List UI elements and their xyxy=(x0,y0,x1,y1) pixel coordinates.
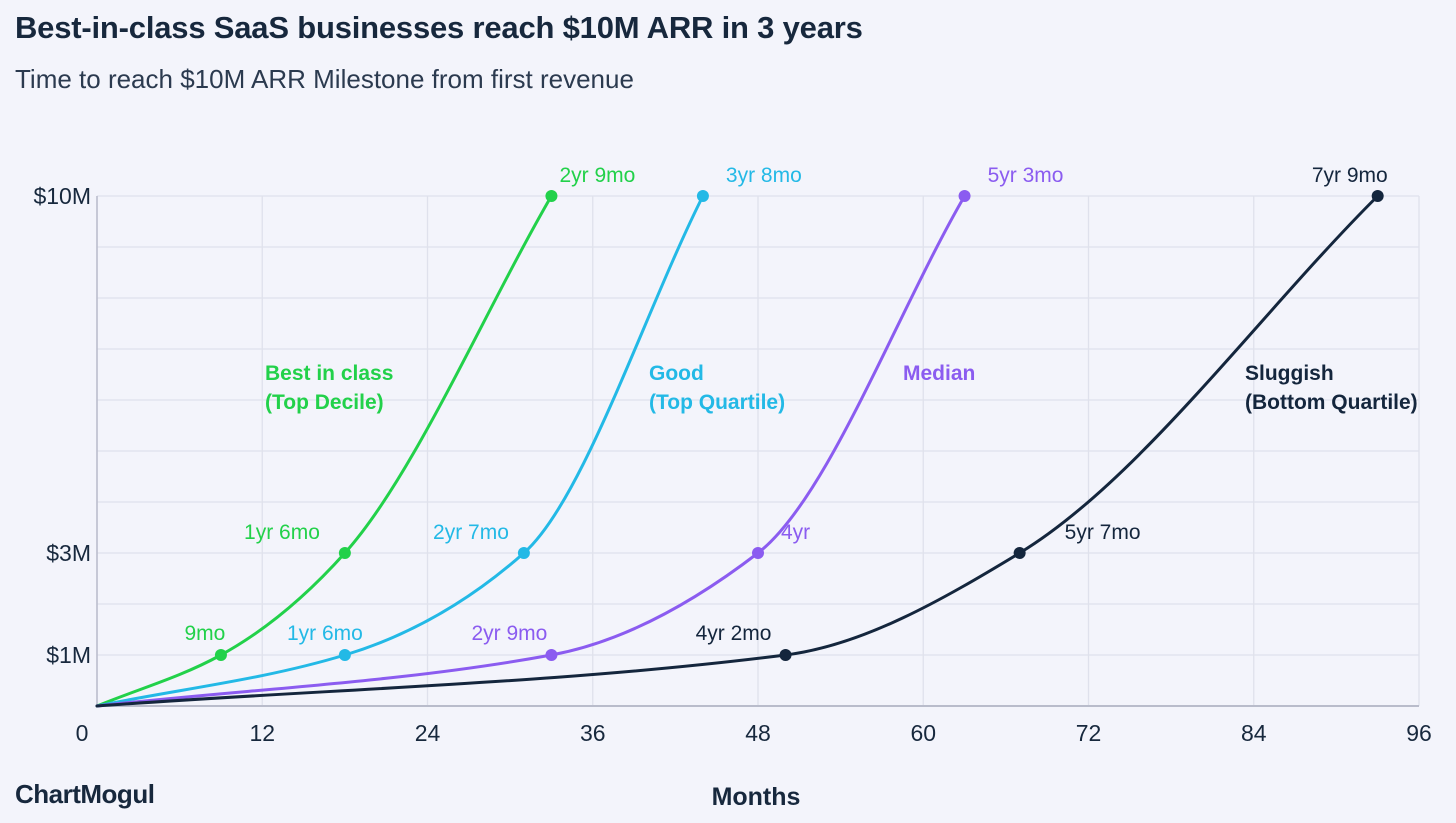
data-point xyxy=(545,649,558,661)
data-point xyxy=(214,649,227,661)
x-tick-label: 48 xyxy=(745,720,771,746)
data-label: 1yr 6mo xyxy=(244,521,320,544)
x-tick-label: 36 xyxy=(580,720,606,746)
data-label: 2yr 7mo xyxy=(433,521,509,544)
data-label: 5yr 3mo xyxy=(988,164,1064,187)
series-line xyxy=(95,194,553,708)
y-tick-label: $1M xyxy=(46,642,91,668)
y-tick-label: $10M xyxy=(33,183,91,209)
x-tick-label: 60 xyxy=(910,720,936,746)
x-axis-label: Months xyxy=(711,783,801,811)
series-name-label: (Top Quartile) xyxy=(649,391,785,414)
series-line xyxy=(95,194,967,708)
x-tick-label: 0 xyxy=(76,720,89,746)
data-label: 5yr 7mo xyxy=(1065,521,1141,544)
data-point xyxy=(779,649,792,661)
x-tick-label: 84 xyxy=(1241,720,1267,746)
data-point xyxy=(958,190,971,202)
series-name-label: Median xyxy=(903,362,975,385)
data-point xyxy=(1013,547,1026,559)
data-label: 2yr 9mo xyxy=(559,164,635,187)
series-name-label: (Top Decile) xyxy=(265,391,384,414)
series-line xyxy=(95,194,1380,708)
data-label: 3yr 8mo xyxy=(726,164,802,187)
x-tick-label: 12 xyxy=(249,720,275,746)
data-label: 4yr 2mo xyxy=(696,622,772,645)
y-tick-label: $3M xyxy=(46,540,91,566)
series-name-label: (Bottom Quartile) xyxy=(1245,391,1418,414)
data-point xyxy=(338,649,351,661)
brand-logo-text: ChartMogul xyxy=(15,779,155,809)
chart-title: Best-in-class SaaS businesses reach $10M… xyxy=(15,10,863,45)
series-name-label: Good xyxy=(649,362,704,385)
series-name-label: Sluggish xyxy=(1245,362,1334,385)
series-name-label: Best in class xyxy=(265,362,393,385)
data-label: 7yr 9mo xyxy=(1312,164,1388,187)
data-point xyxy=(1371,190,1384,202)
data-point xyxy=(696,190,709,202)
data-label: 1yr 6mo xyxy=(287,622,363,645)
x-tick-label: 72 xyxy=(1076,720,1102,746)
chart-subtitle: Time to reach $10M ARR Milestone from fi… xyxy=(15,64,634,94)
data-point xyxy=(545,190,558,202)
data-point xyxy=(338,547,351,559)
data-point xyxy=(517,547,530,559)
data-point xyxy=(752,547,764,559)
data-label: 4yr xyxy=(781,521,810,544)
data-label: 9mo xyxy=(185,622,226,645)
series-line xyxy=(95,194,705,708)
x-tick-label: 96 xyxy=(1406,720,1432,746)
x-tick-label: 24 xyxy=(415,720,441,746)
data-label: 2yr 9mo xyxy=(472,622,548,645)
